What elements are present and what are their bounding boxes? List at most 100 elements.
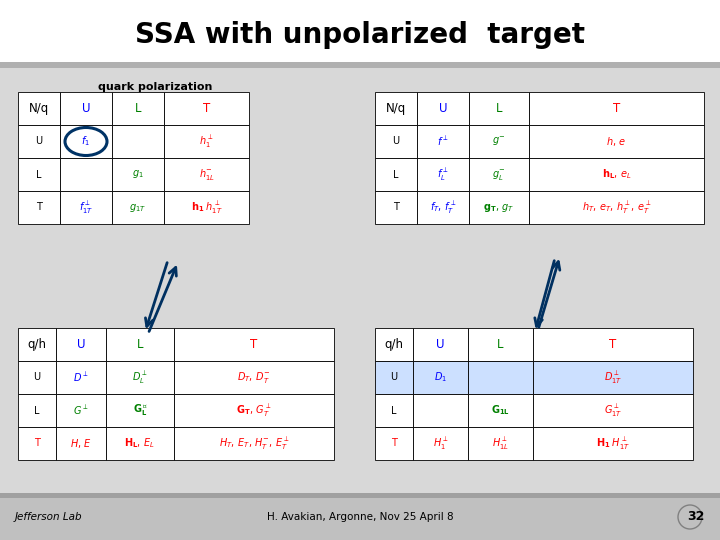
Text: $\mathbf{G_T},\,G_T^{\perp}$: $\mathbf{G_T},\,G_T^{\perp}$ bbox=[236, 402, 272, 418]
Text: U: U bbox=[390, 373, 397, 382]
Circle shape bbox=[678, 505, 702, 529]
Bar bbox=[18, 191, 60, 224]
Bar bbox=[417, 125, 469, 158]
Text: T: T bbox=[203, 102, 210, 115]
Bar bbox=[375, 427, 413, 460]
Bar bbox=[0, 498, 720, 540]
Text: $\mathbf{G_{1L}}$: $\mathbf{G_{1L}}$ bbox=[491, 403, 510, 417]
Text: quark polarization: quark polarization bbox=[98, 82, 212, 92]
Bar bbox=[375, 92, 417, 125]
Bar bbox=[112, 158, 164, 191]
Text: T: T bbox=[34, 438, 40, 449]
Text: T: T bbox=[609, 338, 616, 351]
Bar bbox=[112, 92, 164, 125]
Text: $D_T,\,D_T^{-}$: $D_T,\,D_T^{-}$ bbox=[237, 370, 271, 385]
Bar bbox=[417, 92, 469, 125]
Text: T: T bbox=[391, 438, 397, 449]
Text: T: T bbox=[251, 338, 258, 351]
Text: $\mathbf{h_L},\,e_L$: $\mathbf{h_L},\,e_L$ bbox=[602, 167, 631, 181]
Text: $H_T,\,E_T,\,H_T^{-},\,E_T^{\perp}$: $H_T,\,E_T,\,H_T^{-},\,E_T^{\perp}$ bbox=[219, 435, 289, 451]
Text: U: U bbox=[82, 102, 90, 115]
Text: U: U bbox=[438, 102, 447, 115]
Bar bbox=[413, 361, 468, 394]
Text: $g_L^{-}$: $g_L^{-}$ bbox=[492, 167, 506, 181]
Text: $f_1$: $f_1$ bbox=[81, 134, 91, 149]
Bar bbox=[375, 328, 413, 361]
Text: L: L bbox=[498, 338, 504, 351]
Text: $f_L^{\perp}$: $f_L^{\perp}$ bbox=[437, 166, 449, 183]
Text: $D^{\perp}$: $D^{\perp}$ bbox=[73, 371, 89, 384]
Bar bbox=[0, 493, 720, 498]
Text: N/q: N/q bbox=[386, 102, 406, 115]
Bar bbox=[56, 328, 106, 361]
Bar bbox=[56, 427, 106, 460]
Bar bbox=[0, 0, 720, 62]
Text: SSA with unpolarized  target: SSA with unpolarized target bbox=[135, 21, 585, 49]
Bar bbox=[468, 328, 533, 361]
Bar bbox=[529, 158, 704, 191]
Bar bbox=[60, 191, 112, 224]
Text: L: L bbox=[35, 406, 40, 415]
Text: U: U bbox=[392, 137, 400, 146]
Bar bbox=[413, 394, 468, 427]
Text: L: L bbox=[391, 406, 397, 415]
Bar bbox=[106, 394, 174, 427]
Bar bbox=[529, 92, 704, 125]
Text: U: U bbox=[33, 373, 40, 382]
Text: U: U bbox=[35, 137, 42, 146]
Bar bbox=[417, 158, 469, 191]
Text: $H_1^{\perp}$: $H_1^{\perp}$ bbox=[433, 435, 449, 451]
Bar bbox=[60, 92, 112, 125]
Bar bbox=[106, 328, 174, 361]
Bar bbox=[533, 361, 693, 394]
Bar bbox=[112, 191, 164, 224]
Bar bbox=[413, 427, 468, 460]
Bar bbox=[18, 394, 56, 427]
Text: $D_L^{\perp}$: $D_L^{\perp}$ bbox=[132, 369, 148, 386]
Bar bbox=[18, 92, 60, 125]
Bar bbox=[164, 92, 249, 125]
Bar bbox=[533, 427, 693, 460]
Text: q/h: q/h bbox=[384, 338, 403, 351]
Text: $f_{1T}^{\perp}$: $f_{1T}^{\perp}$ bbox=[78, 199, 93, 215]
Bar bbox=[106, 427, 174, 460]
Text: $g_{1T}$: $g_{1T}$ bbox=[130, 201, 147, 213]
Bar bbox=[0, 62, 720, 68]
Text: $h_T,\,e_T,\,h_T^{\perp},\,e_T^{\perp}$: $h_T,\,e_T,\,h_T^{\perp},\,e_T^{\perp}$ bbox=[582, 199, 652, 215]
Text: $h,\,e$: $h,\,e$ bbox=[606, 135, 626, 148]
Text: L: L bbox=[36, 170, 42, 179]
Bar bbox=[468, 394, 533, 427]
Text: Jefferson Lab: Jefferson Lab bbox=[15, 512, 83, 522]
Bar bbox=[174, 394, 334, 427]
Text: $\mathbf{h_1}\;h_{1T}^{\perp}$: $\mathbf{h_1}\;h_{1T}^{\perp}$ bbox=[191, 199, 222, 215]
Bar bbox=[164, 158, 249, 191]
Text: $\mathbf{g_T},\,g_T$: $\mathbf{g_T},\,g_T$ bbox=[483, 201, 515, 213]
Bar bbox=[417, 191, 469, 224]
Bar bbox=[56, 361, 106, 394]
Text: $g_1$: $g_1$ bbox=[132, 168, 144, 180]
Text: $\mathbf{G_L^{\perp}}$: $\mathbf{G_L^{\perp}}$ bbox=[132, 403, 148, 418]
Text: 32: 32 bbox=[688, 510, 705, 523]
Bar bbox=[174, 361, 334, 394]
Text: $G^{\perp}$: $G^{\perp}$ bbox=[73, 404, 89, 417]
Bar bbox=[18, 361, 56, 394]
Bar bbox=[529, 125, 704, 158]
Text: T: T bbox=[613, 102, 620, 115]
Text: T: T bbox=[36, 202, 42, 213]
Text: $H_{1L}^{\perp}$: $H_{1L}^{\perp}$ bbox=[492, 435, 509, 451]
Bar bbox=[106, 361, 174, 394]
Bar bbox=[375, 125, 417, 158]
Bar bbox=[469, 92, 529, 125]
Text: T: T bbox=[393, 202, 399, 213]
Bar bbox=[469, 191, 529, 224]
Bar bbox=[375, 361, 413, 394]
Bar bbox=[18, 125, 60, 158]
Text: L: L bbox=[135, 102, 141, 115]
Text: $h_1^{\perp}$: $h_1^{\perp}$ bbox=[199, 133, 214, 150]
Text: L: L bbox=[496, 102, 503, 115]
Text: $f^{\perp}$: $f^{\perp}$ bbox=[437, 135, 449, 148]
Text: U: U bbox=[436, 338, 445, 351]
Bar bbox=[18, 328, 56, 361]
Text: $D_1$: $D_1$ bbox=[434, 370, 447, 384]
Text: $\mathbf{H_1}\;H_{1T}^{\perp}$: $\mathbf{H_1}\;H_{1T}^{\perp}$ bbox=[596, 435, 630, 451]
